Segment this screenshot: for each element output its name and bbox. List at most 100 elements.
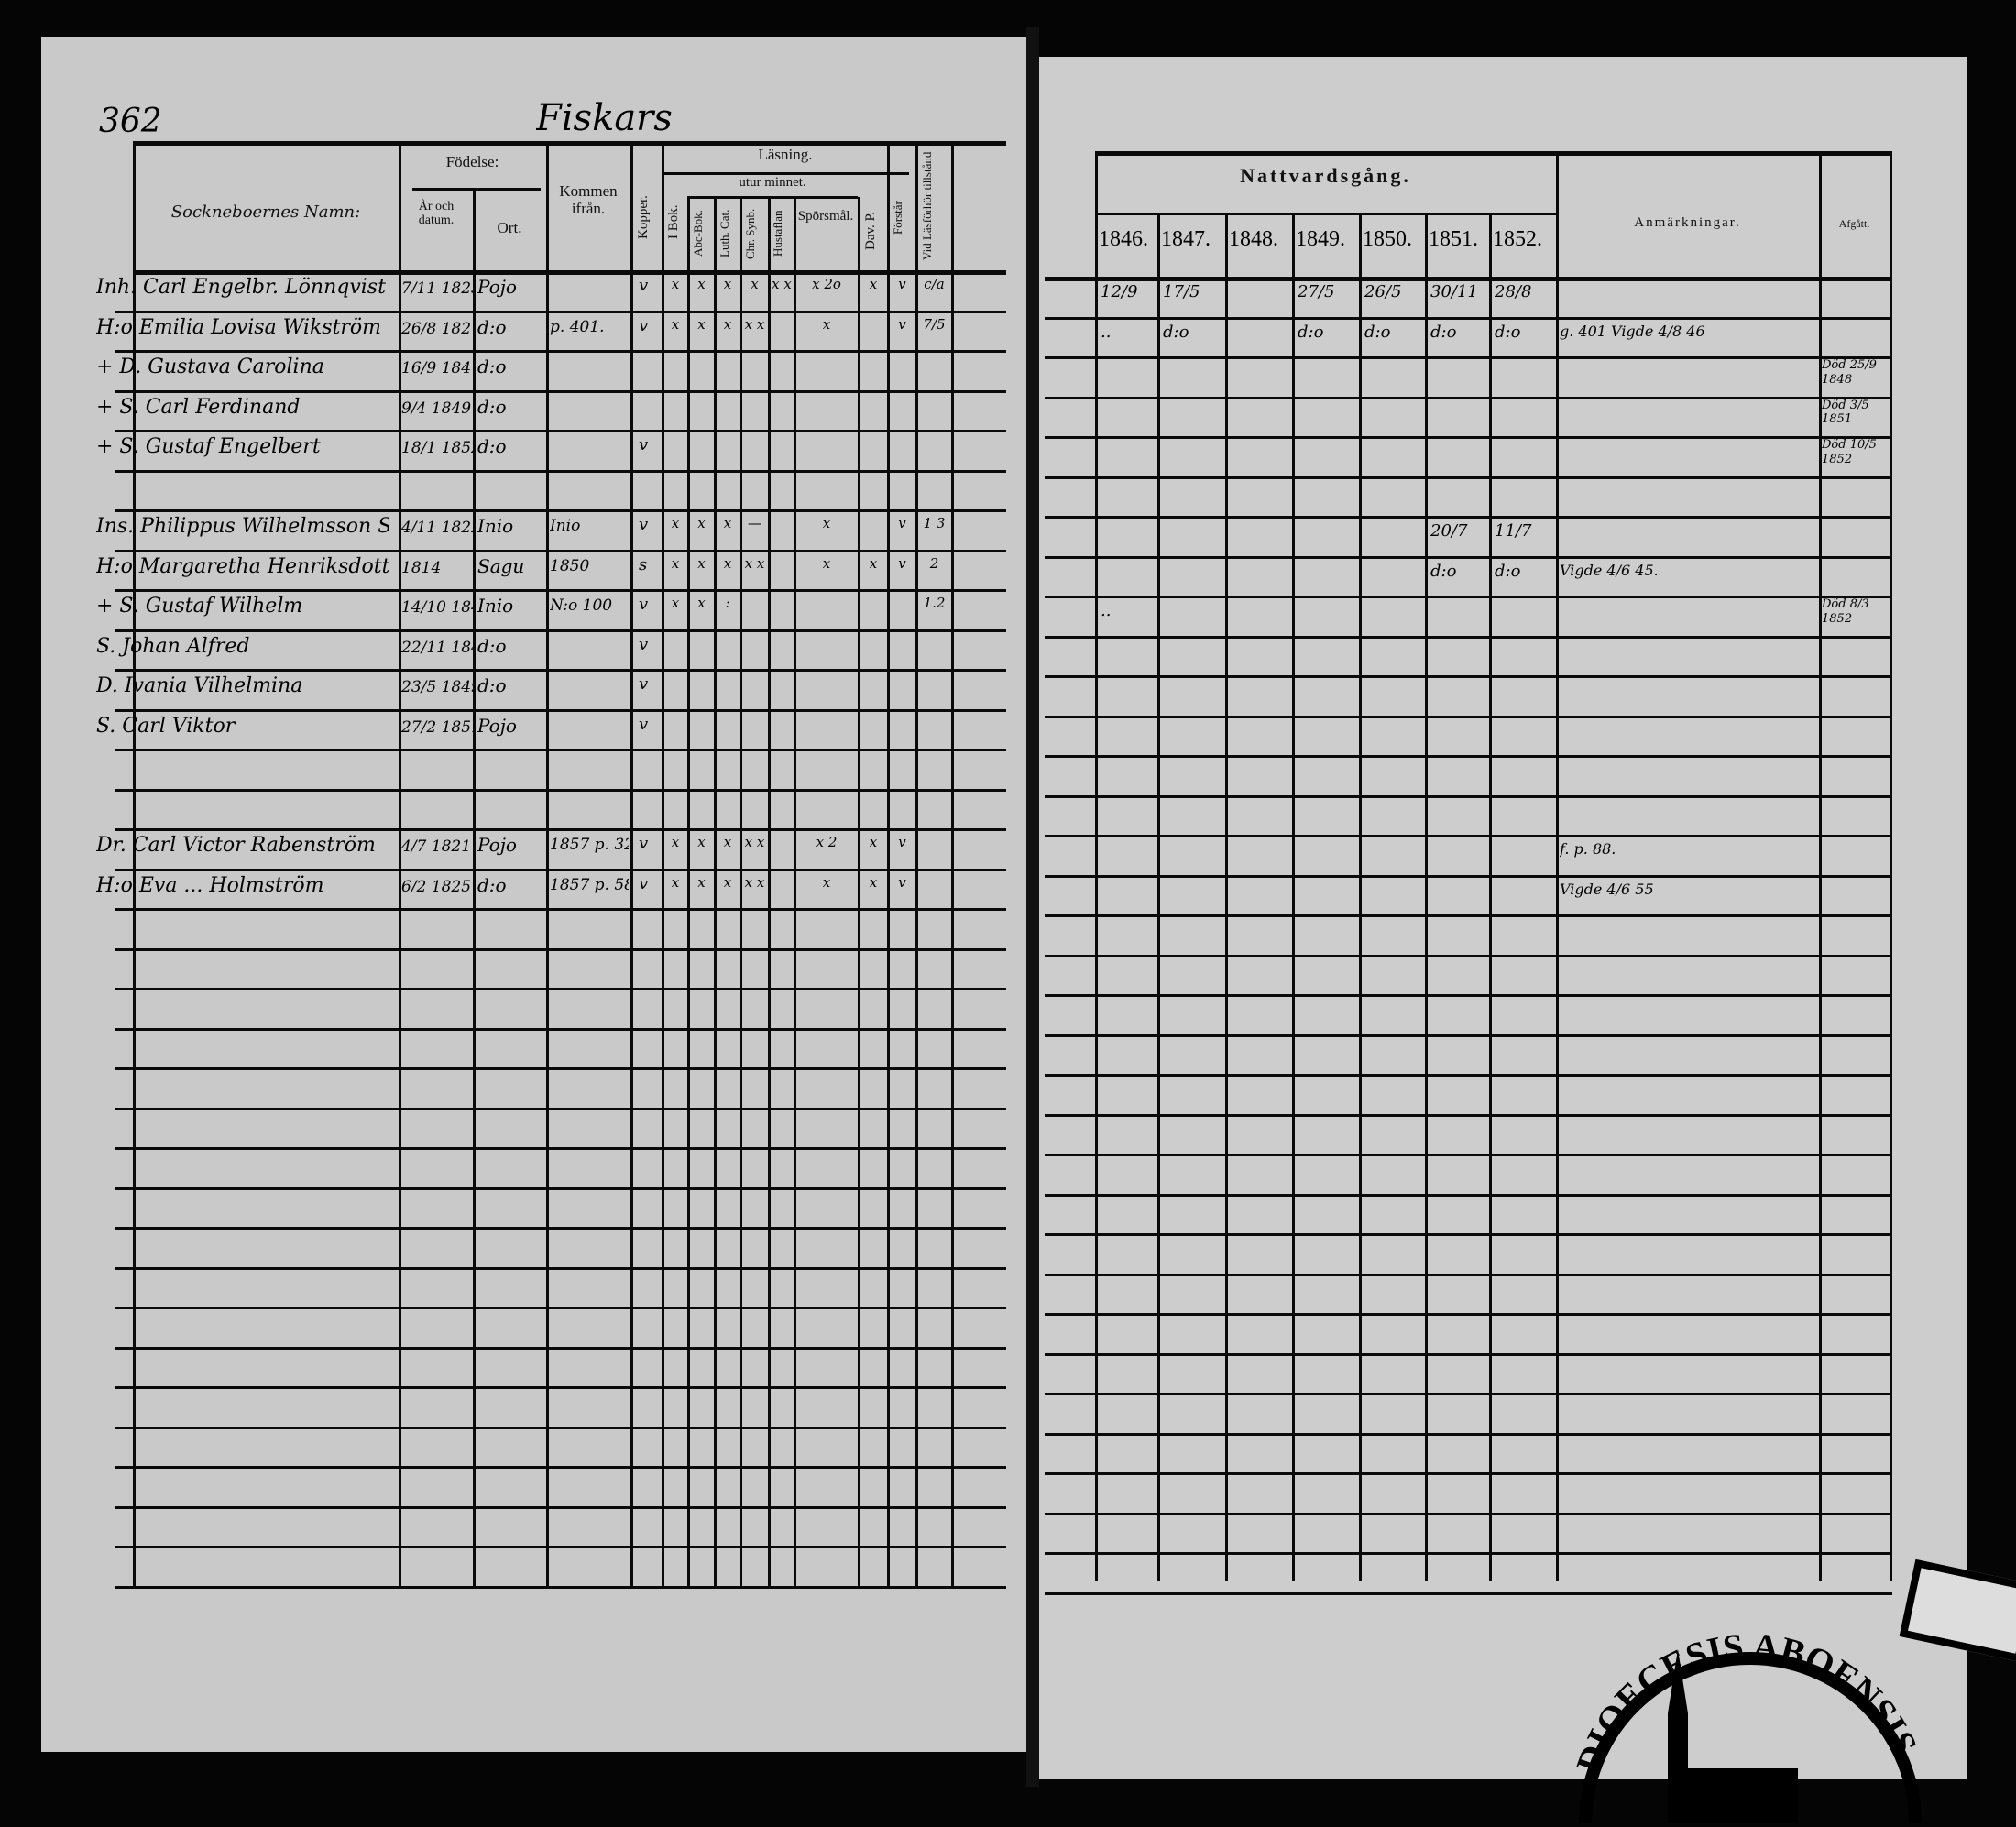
row-rule <box>115 1107 1006 1110</box>
row-rule <box>1045 794 1892 798</box>
reading-mark: x x <box>744 315 765 333</box>
lasning-rule <box>662 172 909 175</box>
reading-mark: x x <box>744 554 765 572</box>
moved-from: p. 401. <box>550 317 605 336</box>
remark: Vigde 4/6 55 <box>1560 880 1654 898</box>
reading-mark: x <box>822 315 831 333</box>
communion-entry: d:o <box>1364 322 1391 342</box>
birth-place: d:o <box>477 395 507 418</box>
person-name: + D. Gustava Carolina <box>96 356 324 378</box>
reading-mark: x x <box>744 834 765 850</box>
reading-mark: x <box>697 315 706 333</box>
column-rule <box>630 141 633 1588</box>
reading-mark: : <box>725 595 730 611</box>
reading-mark: x <box>869 554 878 572</box>
row-rule <box>115 828 1006 831</box>
reading-mark: 1 3 <box>923 515 946 531</box>
row-rule <box>115 509 1006 512</box>
birth-date: 4/11 1822 <box>401 519 473 537</box>
column-rule <box>858 197 860 1588</box>
header-bottom-rule <box>133 270 1006 275</box>
column-rule <box>1489 213 1492 1581</box>
person-name: H:o Eva ... Holmström <box>96 873 324 897</box>
column-rule <box>915 141 918 1588</box>
reading-mark: 1.2 <box>923 595 946 611</box>
header-name: Sockneboernes Namn: <box>170 202 361 222</box>
header-year-1847: 1847. <box>1161 227 1211 251</box>
communion-entry: .. <box>1101 322 1112 342</box>
right-header-bottom-rule <box>1045 277 1892 281</box>
column-rule <box>951 141 954 1588</box>
column-rule <box>740 197 742 1588</box>
reading-mark: v <box>898 834 906 850</box>
birth-date: 26/8 1827 <box>401 319 473 338</box>
birth-date: 7/11 1823 <box>401 279 473 298</box>
column-rule <box>133 141 136 1588</box>
row-rule <box>115 469 1006 473</box>
row-rule <box>1045 1193 1892 1197</box>
reading-mark: x <box>697 873 706 891</box>
reading-mark: x <box>723 834 732 850</box>
header-forstar: Förstår <box>891 201 904 235</box>
birth-place: Pojo <box>477 276 517 298</box>
kopper-mark: v <box>639 873 649 893</box>
row-rule <box>115 1426 1006 1429</box>
reading-mark: x <box>869 834 878 850</box>
fodelse-rule <box>412 188 541 191</box>
moved-from: 1857 p. 326 <box>550 836 629 854</box>
moved-from: N:o 100 <box>550 596 613 615</box>
header-lasning: Läsning. <box>758 146 813 163</box>
row-rule <box>115 589 1006 592</box>
reading-mark: x <box>751 276 759 292</box>
departure-note: Död 10/5 1852 <box>1822 438 1877 466</box>
header-year-1852: 1852. <box>1493 227 1542 251</box>
row-rule <box>1045 1393 1892 1395</box>
reading-mark: c/a <box>924 276 945 292</box>
row-rule <box>115 350 1006 353</box>
row-rule <box>115 788 1006 792</box>
header-luth: Luth. Cat. <box>718 209 731 258</box>
row-rule <box>1045 715 1892 718</box>
utur-minnet-rule <box>687 196 858 199</box>
header-anmarkningar: Anmärkningar. <box>1634 215 1741 230</box>
years-rule <box>1095 213 1556 215</box>
row-rule <box>1045 1592 1892 1595</box>
communion-entry: 28/8 <box>1495 282 1532 301</box>
birth-place: Sagu <box>477 554 525 577</box>
svg-text:DIOECESIS ABOENSIS: DIOECESIS ABOENSIS <box>1568 1625 1926 1778</box>
column-rule <box>887 141 890 1588</box>
birth-place: Pojo <box>477 714 517 737</box>
reading-mark: v <box>898 554 906 572</box>
reading-mark: x <box>697 515 706 531</box>
birth-date: 4/7 1821 <box>401 837 472 856</box>
row-rule <box>115 1386 1006 1389</box>
communion-entry: 17/5 <box>1163 282 1200 301</box>
row-rule <box>115 389 1006 393</box>
column-rule <box>473 188 476 1588</box>
reading-mark: x <box>671 595 680 611</box>
remark: f. p. 88. <box>1560 840 1616 858</box>
person-name: Ins. Philippus Wilhelmsson Stenbak <box>96 515 389 538</box>
row-rule <box>1045 954 1892 957</box>
birth-date: 23/5 1849 <box>401 678 473 696</box>
moved-from: 1857 p. 58 <box>550 875 629 894</box>
communion-entry: 11/7 <box>1495 521 1532 541</box>
person-name: S. Carl Viktor <box>96 714 236 738</box>
column-rule <box>1425 213 1428 1581</box>
column-rule <box>399 141 401 1588</box>
row-rule <box>1045 1512 1892 1515</box>
column-rule <box>687 197 690 1588</box>
communion-entry: 20/7 <box>1430 521 1468 541</box>
row-rule <box>115 629 1006 632</box>
row-rule <box>115 1067 1006 1070</box>
column-rule <box>1095 151 1098 1581</box>
book-gutter <box>1026 27 1039 1787</box>
header-fodelse: Födelse: <box>445 153 499 170</box>
row-rule <box>115 1266 1006 1270</box>
row-rule <box>1045 436 1892 439</box>
birth-date: 22/11 1846 <box>401 638 473 657</box>
person-name: + S. Gustaf Wilhelm <box>96 595 303 618</box>
communion-entry: d:o <box>1430 561 1457 581</box>
header-year-1846: 1846. <box>1099 227 1148 251</box>
kopper-mark: v <box>639 634 649 654</box>
